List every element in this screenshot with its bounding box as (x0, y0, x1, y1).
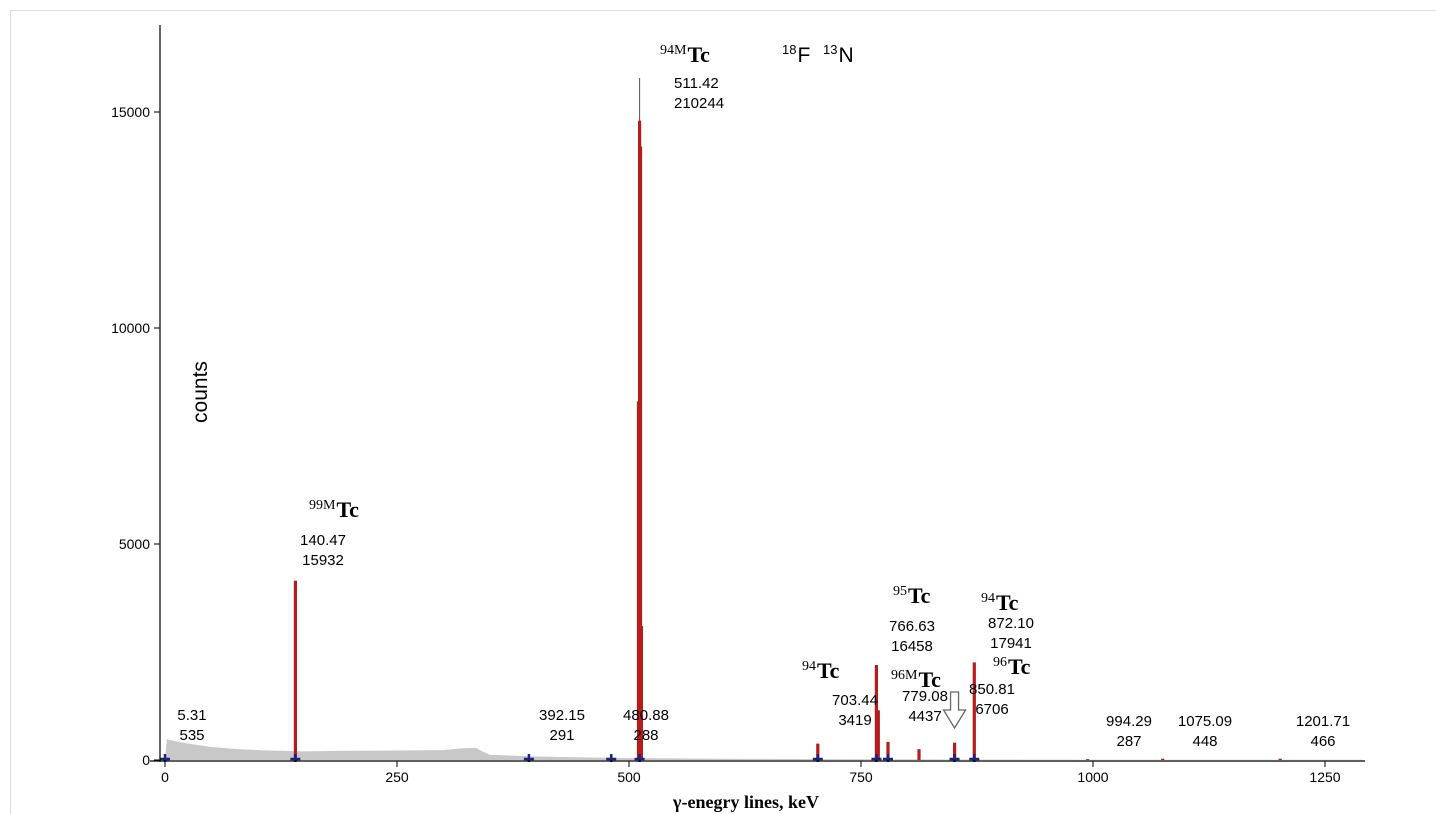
isotope-element: Tc (336, 497, 359, 522)
peak-energy-label-8: 850.81 (969, 681, 1015, 698)
x-tick-label-250: 250 (385, 769, 409, 785)
axes-layer (150, 25, 1365, 762)
peak-energy-label-1: 140.47 (300, 532, 346, 549)
y-tick-label-15000: 15000 (111, 104, 150, 120)
peak-12 (1086, 759, 1090, 760)
peak-area-label-6: 16458 (891, 638, 933, 655)
peak-area-label-5: 3419 (838, 712, 871, 729)
x-tick-label-1250: 1250 (1309, 769, 1340, 785)
peak-7 (876, 710, 880, 760)
peak-9 (917, 749, 921, 760)
y-tick-label-0: 0 (142, 752, 150, 768)
isotope-element: Tc (996, 590, 1019, 615)
peak-5 (816, 743, 820, 760)
chart-frame (10, 10, 1436, 814)
peak-area-label-3: 288 (633, 727, 658, 744)
isotope-element: Tc (817, 658, 840, 683)
peak-4 (639, 626, 643, 760)
peak-3 (638, 146, 643, 761)
peak-energy-label-12: 1201.71 (1296, 713, 1350, 730)
isotope-mass: 94 (981, 591, 995, 606)
arrow-layer (942, 691, 967, 730)
isotope-mass: 13 (823, 42, 837, 57)
isotope-label-3: 13N (823, 42, 854, 67)
isotope-label-4: 94Tc (802, 658, 840, 683)
isotope-element: N (838, 44, 853, 67)
peak-energy-label-3: 480.88 (623, 707, 669, 724)
x-tick-label-500: 500 (617, 769, 641, 785)
isotope-mass: 18 (782, 42, 796, 57)
isotope-label-5: 95Tc (893, 583, 931, 608)
peaks-layer (293, 78, 1282, 761)
isotope-label-7: 96Tc (993, 654, 1031, 679)
peak-energy-label-7: 779.08 (902, 688, 948, 705)
peak-area-label-4: 210244 (674, 95, 724, 112)
y-tick-label-5000: 5000 (119, 536, 150, 552)
peak-area-label-0: 535 (179, 727, 204, 744)
isotope-mass: 99M (309, 498, 336, 513)
isotope-label-2: 18F (782, 42, 810, 67)
isotope-element: Tc (1008, 654, 1031, 679)
peak-energy-label-6: 766.63 (889, 618, 935, 635)
peak-area-label-12: 466 (1310, 733, 1335, 750)
isotope-mass: 95 (893, 584, 907, 599)
isotope-element: Tc (918, 667, 941, 692)
x-tick-label-1000: 1000 (1077, 769, 1108, 785)
peak-energy-label-10: 994.29 (1106, 713, 1152, 730)
isotope-element: F (797, 44, 810, 67)
peak-energy-label-9: 872.10 (988, 615, 1034, 632)
peak-energy-label-5: 703.44 (832, 692, 878, 709)
peak-area-label-9: 17941 (990, 635, 1032, 652)
peak-energy-label-11: 1075.09 (1178, 713, 1232, 730)
isotope-mass: 94M (660, 43, 687, 58)
peak-14 (1278, 758, 1282, 760)
down-arrow-marker (942, 691, 967, 730)
x-tick-label-0: 0 (161, 769, 169, 785)
y-tick-label-10000: 10000 (111, 320, 150, 336)
continuum-area (165, 739, 1363, 760)
peak-13 (1161, 758, 1165, 760)
isotope-label-6: 96MTc (891, 667, 941, 692)
peak-area-label-1: 15932 (302, 552, 344, 569)
isotope-mass: 96M (891, 668, 918, 683)
isotope-element: Tc (908, 583, 931, 608)
continuum-layer (165, 739, 1363, 760)
peak-0 (293, 580, 297, 760)
peak-energy-label-0: 5.31 (177, 707, 206, 724)
peak-10 (953, 742, 957, 760)
x-axis-label: γ-enegry lines, keV (672, 792, 819, 812)
peak-8 (886, 741, 890, 760)
isotope-element: Tc (687, 42, 710, 67)
isotope-label-8: 94Tc (981, 590, 1019, 615)
peak-energy-label-4: 511.42 (674, 75, 719, 92)
peak-area-label-7: 4437 (908, 708, 941, 725)
peak-area-label-8: 6706 (975, 701, 1008, 718)
y-axis-label: counts (189, 361, 212, 423)
peak-area-label-11: 448 (1192, 733, 1217, 750)
isotope-mass: 94 (802, 659, 816, 674)
peak-area-label-10: 287 (1116, 733, 1141, 750)
annotations-layer: 5.31 535 140.47 15932 392.15 291 480.88 288 511.… (177, 75, 1350, 750)
ticks-layer: 0 250 500 750 1000 1250 0 5000 10000 15000 (111, 104, 1341, 785)
peak-area-label-2: 291 (549, 727, 574, 744)
x-tick-label-750: 750 (849, 769, 873, 785)
isotope-label-0: 99MTc (309, 497, 359, 522)
isotope-mass: 96 (993, 655, 1007, 670)
peak-11 (972, 662, 976, 760)
peak-6 (874, 665, 878, 760)
isotope-label-1: 94MTc (660, 42, 710, 67)
peak-energy-label-2: 392.15 (539, 707, 585, 724)
